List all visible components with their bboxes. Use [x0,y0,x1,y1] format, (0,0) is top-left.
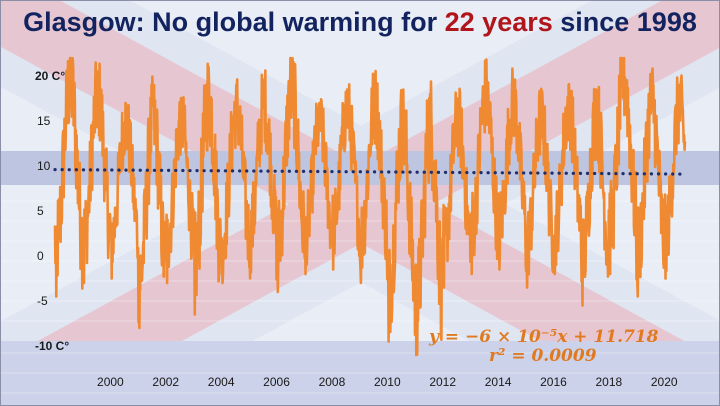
x-tick-label: 2020 [651,375,678,389]
trend-line [53,168,687,176]
y-tick-label: 15 [37,114,51,128]
bg-bottom-band [1,341,719,405]
y-tick-label: 10 [37,159,51,173]
x-tick-label: 2016 [540,375,567,389]
x-tick-label: 2010 [374,375,401,389]
trend-line-dots [53,168,687,176]
y-axis: 20 C° 15 10 5 0 -5 -10 C° [35,69,69,353]
y-tick-label: 20 C° [35,69,65,83]
title-prefix: Glasgow: No global warming for [23,7,445,37]
x-tick-label: 2012 [429,375,456,389]
x-tick-label: 2014 [485,375,512,389]
y-tick-label: 5 [37,204,44,218]
temperature-line [53,56,687,357]
y-tick-label: -5 [37,294,48,308]
regression-equation: y = −6 × 10⁻⁵x + 11.718 [429,327,659,347]
y-tick-label: 0 [37,249,44,263]
temperature-series [53,56,687,357]
x-tick-label: 2018 [595,375,622,389]
r-squared: r² = 0.0009 [489,346,597,366]
title-suffix: since 1998 [552,7,697,37]
x-tick-label: 2000 [97,375,124,389]
x-tick-label: 2004 [208,375,235,389]
x-axis: 2000 2002 2004 2006 2008 2010 2012 2014 2016 2018… [97,375,678,389]
x-tick-label: 2008 [319,375,346,389]
x-tick-label: 2002 [152,375,179,389]
x-tick-label: 2006 [263,375,290,389]
title-highlight: 22 years [444,7,553,37]
y-tick-label: -10 C° [35,339,69,353]
chart-title: Glasgow: No global warming for 22 years … [1,7,719,38]
